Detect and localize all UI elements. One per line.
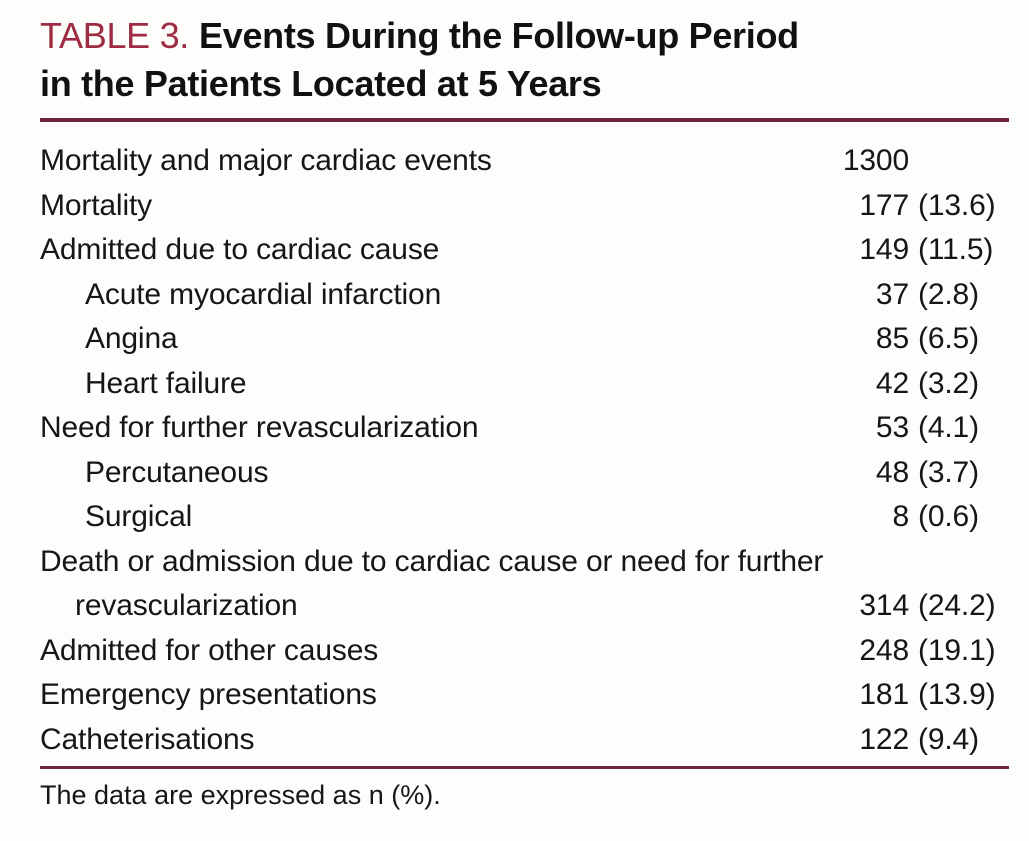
bottom-rule [40, 766, 1009, 769]
row-label: Acute myocardial infarction [85, 277, 442, 311]
row-value: 37 (2.8) [841, 273, 1009, 318]
value-n: 181 [859, 678, 909, 711]
row-label: Surgical [85, 500, 193, 533]
table-row: Death or admission due to cardiac cause … [40, 540, 1009, 629]
row-value: 48 (3.7) [841, 451, 1009, 496]
row-value: 181 (13.9) [841, 673, 1009, 718]
table-number-label: TABLE 3. [40, 15, 190, 56]
value-n: 53 [875, 411, 909, 444]
top-rule [40, 118, 1009, 122]
row-label: Admitted for other causes [40, 633, 379, 667]
value-n: 8 [892, 500, 909, 533]
value-pct: (0.6) [918, 500, 979, 533]
value-pct: (24.2) [918, 589, 996, 622]
table-title-line1: Events During the Follow-up Period [199, 15, 799, 56]
value-pct: (9.4) [918, 722, 979, 756]
row-label: Catheterisations [40, 722, 255, 756]
row-value: 42 (3.2) [841, 362, 1009, 407]
value-pct: (13.9) [918, 678, 996, 711]
table-figure: TABLE 3. Events During the Follow-up Peri… [40, 12, 1009, 810]
value-pct: (19.1) [918, 633, 996, 667]
value-pct: (13.6) [918, 188, 996, 222]
table-row: Surgical 8 (0.6) [40, 495, 1009, 540]
row-label: Heart failure [85, 366, 247, 400]
row-value: 1300 [841, 139, 1009, 184]
value-pct: (11.5) [918, 233, 994, 266]
table-row: Admitted for other causes 248 (19.1) [40, 629, 1009, 674]
value-pct [909, 139, 1009, 184]
row-value: 248 (19.1) [841, 629, 1009, 674]
table-row: Admitted due to cardiac cause 149 (11.5) [40, 228, 1009, 273]
table-row: Catheterisations 122 (9.4) [40, 718, 1009, 763]
value-pct: (2.8) [918, 277, 979, 311]
row-label: Death or admission due to cardiac cause … [40, 544, 824, 623]
value-pct: (3.2) [918, 366, 979, 400]
value-n: 85 [875, 322, 909, 355]
row-value: 8 (0.6) [841, 495, 1009, 540]
value-n: 48 [875, 455, 909, 489]
value-pct: (3.7) [918, 455, 979, 489]
table-footnote: The data are expressed as n (%). [40, 780, 441, 810]
row-label: Percutaneous [85, 455, 269, 489]
row-value: 53 (4.1) [841, 406, 1009, 451]
table-row: Mortality 177 (13.6) [40, 184, 1009, 229]
row-label: Mortality [40, 188, 152, 222]
row-label: Angina [85, 322, 178, 355]
value-n: 149 [859, 233, 909, 266]
value-n: 177 [859, 188, 909, 222]
value-n: 1300 [842, 144, 909, 177]
value-n: 122 [859, 722, 909, 756]
table-row: Acute myocardial infarction 37 (2.8) [40, 273, 1009, 318]
table-title-line2: in the Patients Located at 5 Years [40, 63, 602, 104]
table-row: Mortality and major cardiac events 1300 [40, 139, 1009, 184]
table-row: Heart failure 42 (3.2) [40, 362, 1009, 407]
table-row: Emergency presentations 181 (13.9) [40, 673, 1009, 718]
row-label: Mortality and major cardiac events [40, 144, 492, 177]
table-body: Mortality and major cardiac events 1300 Mo… [40, 139, 1009, 762]
table-row: Need for further revascularization 53 (4.1… [40, 406, 1009, 451]
value-n: 37 [875, 277, 909, 311]
row-value: 177 (13.6) [841, 184, 1009, 229]
table-row: Angina 85 (6.5) [40, 317, 1009, 362]
value-n: 248 [859, 633, 909, 667]
row-value: 314 (24.2) [841, 584, 1009, 629]
value-pct: (4.1) [918, 411, 979, 444]
row-label: Need for further revascularization [40, 411, 479, 444]
row-label: Emergency presentations [40, 678, 377, 711]
value-n: 314 [859, 589, 909, 622]
row-value: 122 (9.4) [841, 718, 1009, 763]
row-value: 85 (6.5) [841, 317, 1009, 362]
value-n: 42 [875, 366, 909, 400]
row-label: Admitted due to cardiac cause [40, 233, 440, 266]
value-pct: (6.5) [918, 322, 979, 355]
table-row: Percutaneous 48 (3.7) [40, 451, 1009, 496]
row-value: 149 (11.5) [841, 228, 1009, 273]
table-caption: TABLE 3. Events During the Follow-up Peri… [40, 12, 1009, 108]
table-caption-line1: TABLE 3. Events During the Follow-up Peri… [40, 12, 1009, 60]
